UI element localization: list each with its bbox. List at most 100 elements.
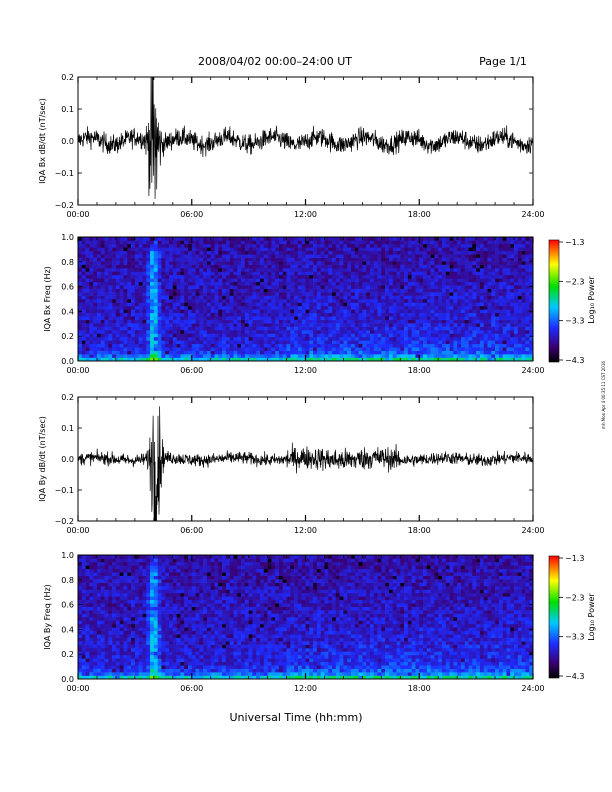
spectrogram-cell (263, 336, 268, 341)
spectrogram-cell (324, 292, 329, 296)
spectrogram-cell (176, 330, 181, 334)
spectrogram-cell (184, 312, 189, 317)
spectrogram-cell (453, 285, 458, 289)
spectrogram-cell (407, 319, 412, 324)
spectrogram-cell (115, 299, 121, 303)
spectrogram-cell (241, 250, 246, 255)
y-axis-label: IQA By dB/dt (nT/sec) (38, 416, 47, 502)
spectrogram-cell (214, 319, 219, 324)
spectrogram-cell (290, 288, 295, 293)
spectrogram-cell (332, 354, 337, 358)
spectrogram-cell (510, 357, 515, 362)
spectrogram-cell (100, 250, 105, 255)
spectrogram-cell (354, 268, 359, 272)
spectrogram-cell (150, 326, 155, 331)
spectrogram-cell (377, 309, 382, 314)
spectrogram-cell (373, 292, 378, 296)
spectrogram-cell (191, 295, 196, 300)
spectrogram-cell (89, 575, 94, 580)
spectrogram-cell (377, 261, 382, 265)
spectrogram-cell (81, 661, 86, 666)
spectrogram-cell (78, 302, 83, 307)
spectrogram-cell (150, 299, 155, 303)
spectrogram-cell (241, 299, 246, 303)
spectrogram-cell (343, 340, 348, 345)
spectrogram-cell (267, 247, 272, 252)
spectrogram-cell (81, 333, 86, 338)
spectrogram-cell (78, 592, 83, 597)
spectrogram-cell (514, 261, 519, 265)
spectrogram-cell (388, 316, 394, 320)
spectrogram-cell (339, 340, 344, 345)
spectrogram-cell (256, 247, 261, 252)
spectrogram-cell (112, 658, 117, 663)
spectrogram-cell (362, 305, 367, 310)
spectrogram-cell (305, 323, 310, 327)
spectrogram-cell (180, 340, 185, 345)
spectrogram-cell (131, 278, 136, 283)
spectrogram-cell (476, 243, 481, 248)
spectrogram-cell (218, 340, 223, 345)
spectrogram-cell (385, 299, 390, 303)
spectrogram-cell (479, 285, 485, 289)
spectrogram-cell (282, 257, 287, 262)
spectrogram-cell (237, 271, 242, 276)
spectrogram-cell (169, 261, 174, 265)
spectrogram-cell (495, 281, 500, 286)
spectrogram-cell (104, 271, 109, 276)
spectrogram-cell (218, 316, 223, 320)
spectrogram-cell (218, 271, 223, 276)
spectrogram-cell (339, 243, 344, 248)
spectrogram-cell (256, 278, 261, 283)
spectrogram-cell (309, 237, 314, 241)
spectrogram-cell (138, 305, 143, 310)
spectrogram-cell (354, 350, 359, 355)
spectrogram-cell (210, 357, 215, 362)
spectrogram-cell (153, 268, 158, 272)
spectrogram-cell (476, 240, 481, 245)
spectrogram-cell (81, 586, 86, 590)
spectrogram-cell (127, 243, 132, 248)
spectrogram-cell (263, 281, 268, 286)
spectrogram-cell (472, 326, 477, 331)
spectrogram-cell (96, 278, 102, 283)
spectrogram-cell (161, 274, 166, 279)
spectrogram-cell (472, 350, 477, 355)
spectrogram-cell (369, 357, 375, 362)
spectrogram-cell (138, 312, 143, 317)
spectrogram-cell (225, 302, 230, 307)
spectrogram-cell (260, 295, 265, 300)
spectrogram-cell (377, 330, 382, 334)
spectrogram-cell (184, 257, 189, 262)
spectrogram-cell (150, 247, 155, 252)
spectrogram-cell (222, 302, 227, 307)
spectrogram-cell (362, 261, 367, 265)
spectrogram-cell (241, 281, 246, 286)
spectrogram-cell (525, 305, 530, 310)
spectrogram-cell (187, 257, 193, 262)
spectrogram-cell (464, 285, 469, 289)
spectrogram-cell (233, 336, 238, 341)
spectrogram-cell (78, 257, 83, 262)
spectrogram-cell (214, 343, 219, 348)
spectrogram-cell (165, 333, 170, 338)
spectrogram-cell (225, 288, 230, 293)
spectrogram-cell (112, 271, 117, 276)
spectrogram-cell (358, 305, 363, 310)
spectrogram-cell (419, 333, 424, 338)
spectrogram-cell (176, 292, 181, 296)
spectrogram-cell (260, 250, 265, 255)
spectrogram-cell (297, 347, 303, 351)
spectrogram-cell (290, 237, 295, 241)
spectrogram-cell (362, 350, 367, 355)
spectrogram-cell (347, 292, 352, 296)
spectrogram-cell (525, 268, 530, 272)
spectrogram-cell (275, 350, 280, 355)
spectrogram-cell (392, 326, 397, 331)
spectrogram-cell (89, 268, 94, 272)
spectrogram-cell (252, 343, 257, 348)
spectrogram-cell (369, 250, 375, 255)
spectrogram-cell (218, 288, 223, 293)
spectrogram-cell (222, 309, 227, 314)
spectrogram-cell (506, 330, 511, 334)
